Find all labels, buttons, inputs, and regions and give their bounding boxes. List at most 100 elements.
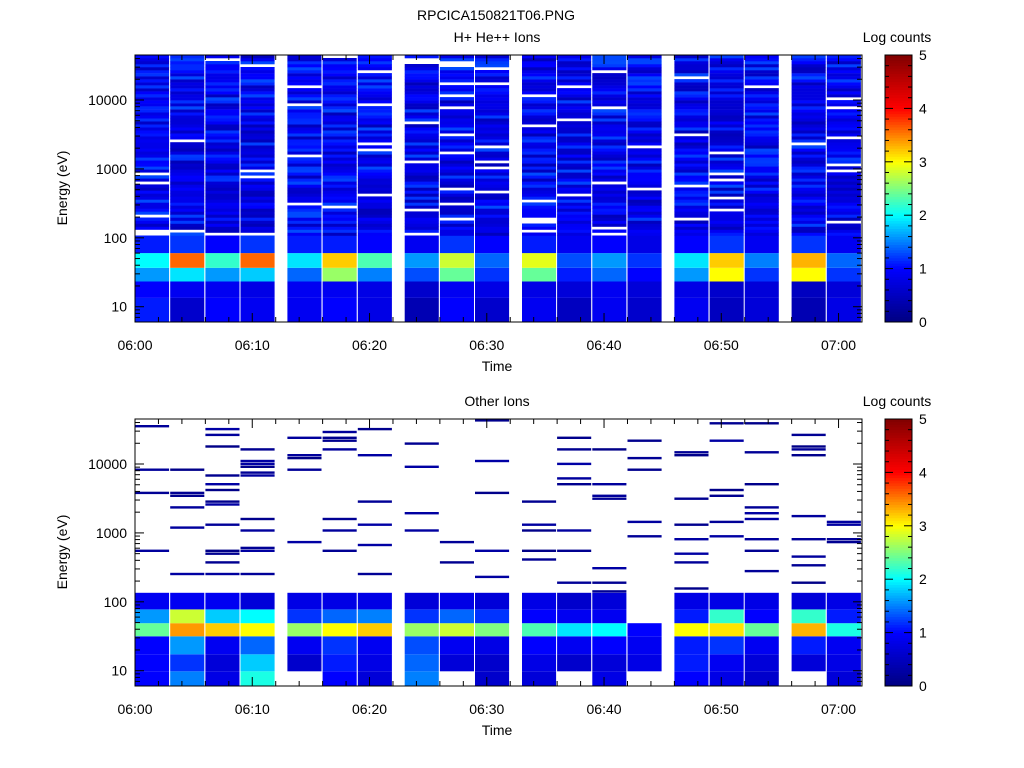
heatmap-cell xyxy=(791,130,826,134)
heatmap-cell xyxy=(287,223,322,227)
y-tick-label: 100 xyxy=(104,230,128,246)
heatmap-cell xyxy=(791,184,826,188)
heatmap-cell xyxy=(791,94,826,98)
heatmap-cell xyxy=(287,220,322,224)
heatmap-cell xyxy=(709,160,744,164)
heatmap-cell xyxy=(826,127,861,131)
heatmap-cell xyxy=(287,82,322,86)
heatmap-cell xyxy=(627,106,662,110)
heatmap-cell xyxy=(475,124,510,128)
heatmap-cell xyxy=(592,115,627,119)
heatmap-cell xyxy=(475,172,510,176)
heatmap-cell xyxy=(826,232,861,236)
heatmap-cell xyxy=(287,109,322,113)
heatmap-cell xyxy=(744,190,779,194)
heatmap-cell xyxy=(357,136,392,140)
heatmap-cell xyxy=(287,148,322,152)
heatmap-cell xyxy=(475,220,510,224)
heatmap-cell xyxy=(205,609,240,624)
colorbar-step xyxy=(885,552,912,556)
heatmap-cell xyxy=(135,609,170,624)
heatmap-cell xyxy=(592,157,627,161)
heatmap-cell xyxy=(522,190,557,194)
heatmap-cell xyxy=(170,76,205,80)
heatmap-line xyxy=(404,512,439,515)
heatmap-cell xyxy=(240,267,275,282)
heatmap-cell xyxy=(170,199,205,203)
heatmap-cell xyxy=(135,109,170,113)
heatmap-cell xyxy=(205,130,240,134)
heatmap-cell xyxy=(322,181,357,185)
heatmap-cell xyxy=(826,58,861,62)
heatmap-cell xyxy=(404,94,439,98)
colorbar-step xyxy=(885,635,912,639)
colorbar-step xyxy=(885,220,912,224)
heatmap-line xyxy=(404,465,439,468)
heatmap-cell xyxy=(287,232,322,236)
heatmap-cell xyxy=(322,58,357,62)
heatmap-cell xyxy=(439,220,474,224)
heatmap-line xyxy=(557,549,592,552)
heatmap-cell xyxy=(674,196,709,200)
heatmap-cell xyxy=(791,166,826,170)
heatmap-cell xyxy=(557,154,592,158)
heatmap-cell xyxy=(170,172,205,176)
colorbar-step xyxy=(885,140,912,144)
heatmap-cell xyxy=(322,235,357,254)
heatmap-cell xyxy=(709,214,744,218)
heatmap-cell xyxy=(744,199,779,203)
heatmap-line xyxy=(791,564,826,567)
colorbar-step xyxy=(885,501,912,505)
heatmap-cell xyxy=(357,76,392,80)
heatmap-cell xyxy=(674,88,709,92)
heatmap-cell xyxy=(791,115,826,119)
heatmap-cell xyxy=(709,181,744,185)
heatmap-cell xyxy=(744,115,779,119)
heatmap-cell xyxy=(170,124,205,128)
heatmap-cell xyxy=(205,226,240,230)
colorbar-step xyxy=(885,461,912,465)
heatmap-cell xyxy=(791,127,826,131)
heatmap-cell xyxy=(522,196,557,200)
heatmap-cell xyxy=(322,253,357,268)
heatmap-cell xyxy=(170,130,205,134)
colorbar-step xyxy=(885,255,912,259)
heatmap-cell xyxy=(791,235,826,254)
heatmap-cell xyxy=(674,58,709,62)
heatmap-cell xyxy=(522,166,557,170)
heatmap-cell xyxy=(170,94,205,98)
heatmap-cell xyxy=(826,79,861,83)
heatmap-cell xyxy=(439,196,474,200)
heatmap-cell xyxy=(709,97,744,101)
heatmap-cell xyxy=(404,190,439,194)
heatmap-line xyxy=(240,529,275,532)
heatmap-cell xyxy=(404,178,439,182)
heatmap-cell xyxy=(744,67,779,71)
heatmap-cell xyxy=(709,253,744,268)
colorbar-step xyxy=(885,97,912,101)
heatmap-cell xyxy=(791,654,826,672)
heatmap-cell xyxy=(170,267,205,282)
heatmap-cell xyxy=(404,73,439,77)
colorbar-step xyxy=(885,653,912,658)
heatmap-cell xyxy=(791,229,826,233)
heatmap-cell xyxy=(287,623,322,637)
heatmap-cell xyxy=(674,671,709,686)
heatmap-cell xyxy=(592,190,627,194)
heatmap-cell xyxy=(357,229,392,233)
heatmap-cell xyxy=(404,151,439,155)
heatmap-cell xyxy=(322,121,357,125)
heatmap-cell xyxy=(709,136,744,140)
heatmap-cell xyxy=(404,85,439,89)
heatmap-cell xyxy=(439,281,474,298)
heatmap-cell xyxy=(205,70,240,74)
heatmap-line xyxy=(205,433,240,437)
heatmap-cell xyxy=(791,169,826,173)
heatmap-cell xyxy=(322,73,357,77)
heatmap-cell xyxy=(404,609,439,624)
heatmap-cell xyxy=(557,133,592,137)
heatmap-cell xyxy=(557,73,592,77)
heatmap-cell xyxy=(170,157,205,161)
heatmap-cell xyxy=(709,109,744,113)
